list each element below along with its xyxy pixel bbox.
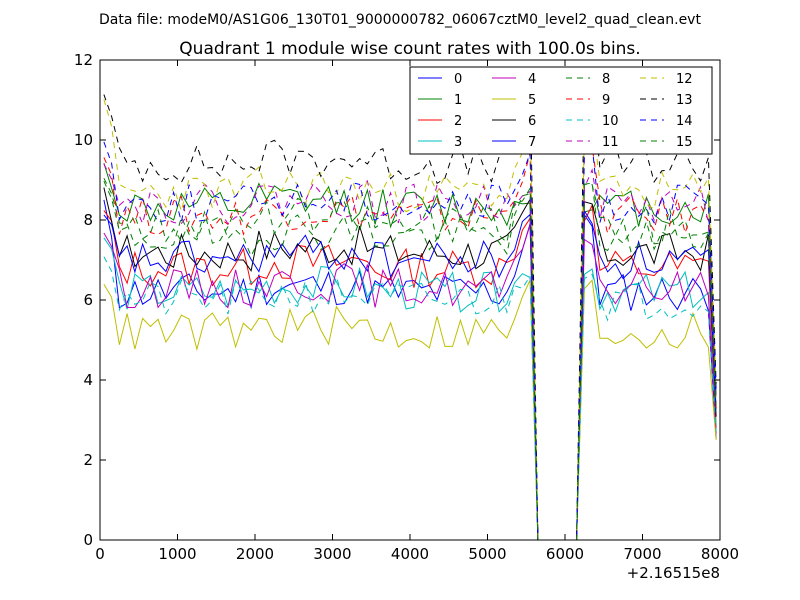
- x-tick-label: 2000: [236, 545, 274, 563]
- series-line-8: [103, 177, 717, 541]
- legend-label-9: 9: [602, 93, 610, 108]
- series-line-2: [103, 203, 717, 541]
- series-line-12: [103, 99, 717, 541]
- legend-label-0: 0: [454, 72, 462, 87]
- legend-label-7: 7: [528, 135, 536, 150]
- x-tick-label: 8000: [701, 545, 739, 563]
- legend-label-10: 10: [602, 114, 619, 129]
- x-tick-label: 1000: [158, 545, 196, 563]
- y-tick-label: 2: [83, 451, 93, 469]
- x-tick-label: 7000: [623, 545, 661, 563]
- y-tick-label: 6: [83, 291, 93, 309]
- legend-box: [409, 66, 713, 155]
- x-tick-label: 5000: [468, 545, 506, 563]
- series-line-6: [103, 187, 717, 541]
- legend-label-8: 8: [602, 72, 610, 87]
- x-tick-label: 6000: [546, 545, 584, 563]
- figure-suptitle: Data file: modeM0/AS1G06_130T01_90000007…: [99, 12, 701, 28]
- y-tick-label: 10: [74, 131, 93, 149]
- legend-label-6: 6: [528, 114, 536, 129]
- series-line-7: [103, 209, 717, 541]
- y-tick-label: 12: [74, 51, 93, 69]
- series-line-11: [103, 163, 717, 541]
- legend-label-11: 11: [602, 135, 619, 150]
- x-tick-label: 3000: [313, 545, 351, 563]
- legend-label-15: 15: [676, 135, 693, 150]
- x-tick-label: 0: [95, 545, 105, 563]
- legend-label-12: 12: [676, 72, 693, 87]
- series-line-14: [103, 141, 717, 541]
- legend-label-2: 2: [454, 114, 462, 129]
- series-line-10: [103, 256, 717, 541]
- y-tick-label: 4: [83, 371, 93, 389]
- y-tick-label: 8: [83, 211, 93, 229]
- series-line-15: [103, 180, 717, 541]
- legend-label-13: 13: [676, 93, 693, 108]
- x-tick-label: 4000: [391, 545, 429, 563]
- series-line-3: [103, 237, 717, 541]
- series-line-5: [103, 279, 717, 541]
- chart-title: Quadrant 1 module wise count rates with …: [179, 39, 640, 59]
- series-line-4: [103, 224, 717, 541]
- series-line-1: [103, 163, 717, 541]
- legend-label-14: 14: [676, 114, 693, 129]
- x-offset-label: +2.16515e8: [627, 564, 720, 582]
- x-axis: 0 1000 2000 3000 4000 5000 6000 7000 8000: [95, 60, 739, 563]
- legend-label-1: 1: [454, 93, 462, 108]
- legend-label-4: 4: [528, 72, 536, 87]
- legend-label-3: 3: [454, 135, 462, 150]
- y-tick-label: 0: [83, 531, 93, 549]
- legend-label-5: 5: [528, 93, 536, 108]
